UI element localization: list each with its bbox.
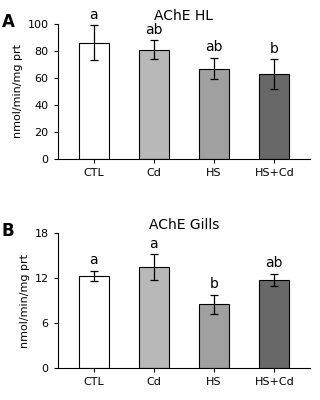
Text: B: B xyxy=(2,222,15,240)
Text: A: A xyxy=(2,13,15,31)
Text: b: b xyxy=(270,42,279,56)
Text: a: a xyxy=(149,237,158,251)
Bar xyxy=(139,50,169,159)
Bar xyxy=(259,74,289,159)
Bar xyxy=(199,68,229,159)
Bar xyxy=(199,304,229,368)
Bar xyxy=(79,43,109,159)
Text: a: a xyxy=(89,8,98,22)
Title: AChE Gills: AChE Gills xyxy=(149,218,219,232)
Y-axis label: nmol/min/mg prt: nmol/min/mg prt xyxy=(13,44,23,138)
Text: b: b xyxy=(210,277,219,291)
Bar xyxy=(139,267,169,368)
Title: AChE HL: AChE HL xyxy=(155,9,213,23)
Bar xyxy=(79,276,109,368)
Bar xyxy=(259,280,289,368)
Text: ab: ab xyxy=(205,40,223,54)
Text: ab: ab xyxy=(266,256,283,270)
Text: ab: ab xyxy=(145,23,163,37)
Text: a: a xyxy=(89,253,98,267)
Y-axis label: nmol/min/mg prt: nmol/min/mg prt xyxy=(20,254,30,348)
